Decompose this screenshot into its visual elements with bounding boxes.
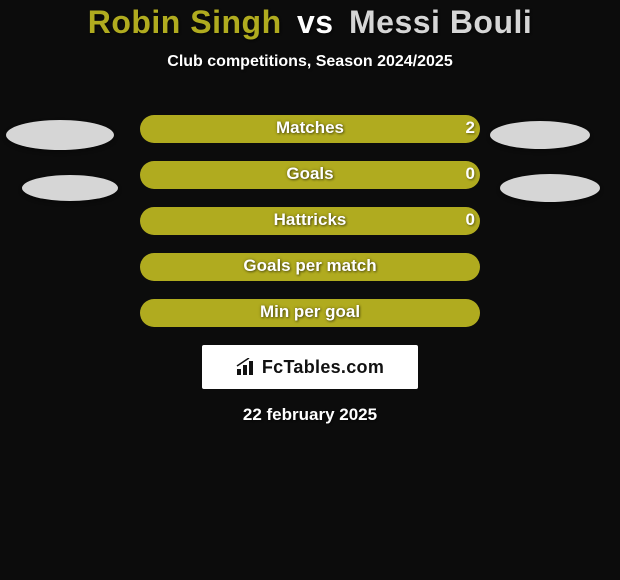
stat-row: Goals per match (0, 253, 620, 281)
stat-label: Matches (276, 118, 344, 138)
bar-chart-icon (236, 358, 258, 376)
subtitle: Club competitions, Season 2024/2025 (0, 53, 620, 71)
logo-box: FcTables.com (202, 345, 418, 389)
bar-right (310, 161, 480, 189)
stat-label: Hattricks (274, 210, 347, 230)
stat-row: Min per goal (0, 299, 620, 327)
stat-label: Goals per match (243, 256, 376, 276)
decorative-ellipse (22, 175, 118, 201)
stat-value-right: 2 (466, 118, 475, 138)
brand-logo: FcTables.com (236, 357, 384, 378)
stat-label: Goals (286, 164, 333, 184)
stat-value-right: 0 (466, 210, 475, 230)
stat-label: Min per goal (260, 302, 360, 322)
brand-text: FcTables.com (262, 357, 384, 378)
vs-text: vs (297, 4, 334, 40)
player2-name: Messi Bouli (349, 4, 532, 40)
stat-value-right: 0 (466, 164, 475, 184)
date-text: 22 february 2025 (0, 405, 620, 425)
stat-row: Hattricks 0 (0, 207, 620, 235)
bar-left (140, 161, 310, 189)
page-title: Robin Singh vs Messi Bouli (0, 4, 620, 41)
decorative-ellipse (490, 121, 590, 149)
decorative-ellipse (6, 120, 114, 150)
comparison-infographic: Robin Singh vs Messi Bouli Club competit… (0, 0, 620, 580)
player1-name: Robin Singh (88, 4, 282, 40)
decorative-ellipse (500, 174, 600, 202)
